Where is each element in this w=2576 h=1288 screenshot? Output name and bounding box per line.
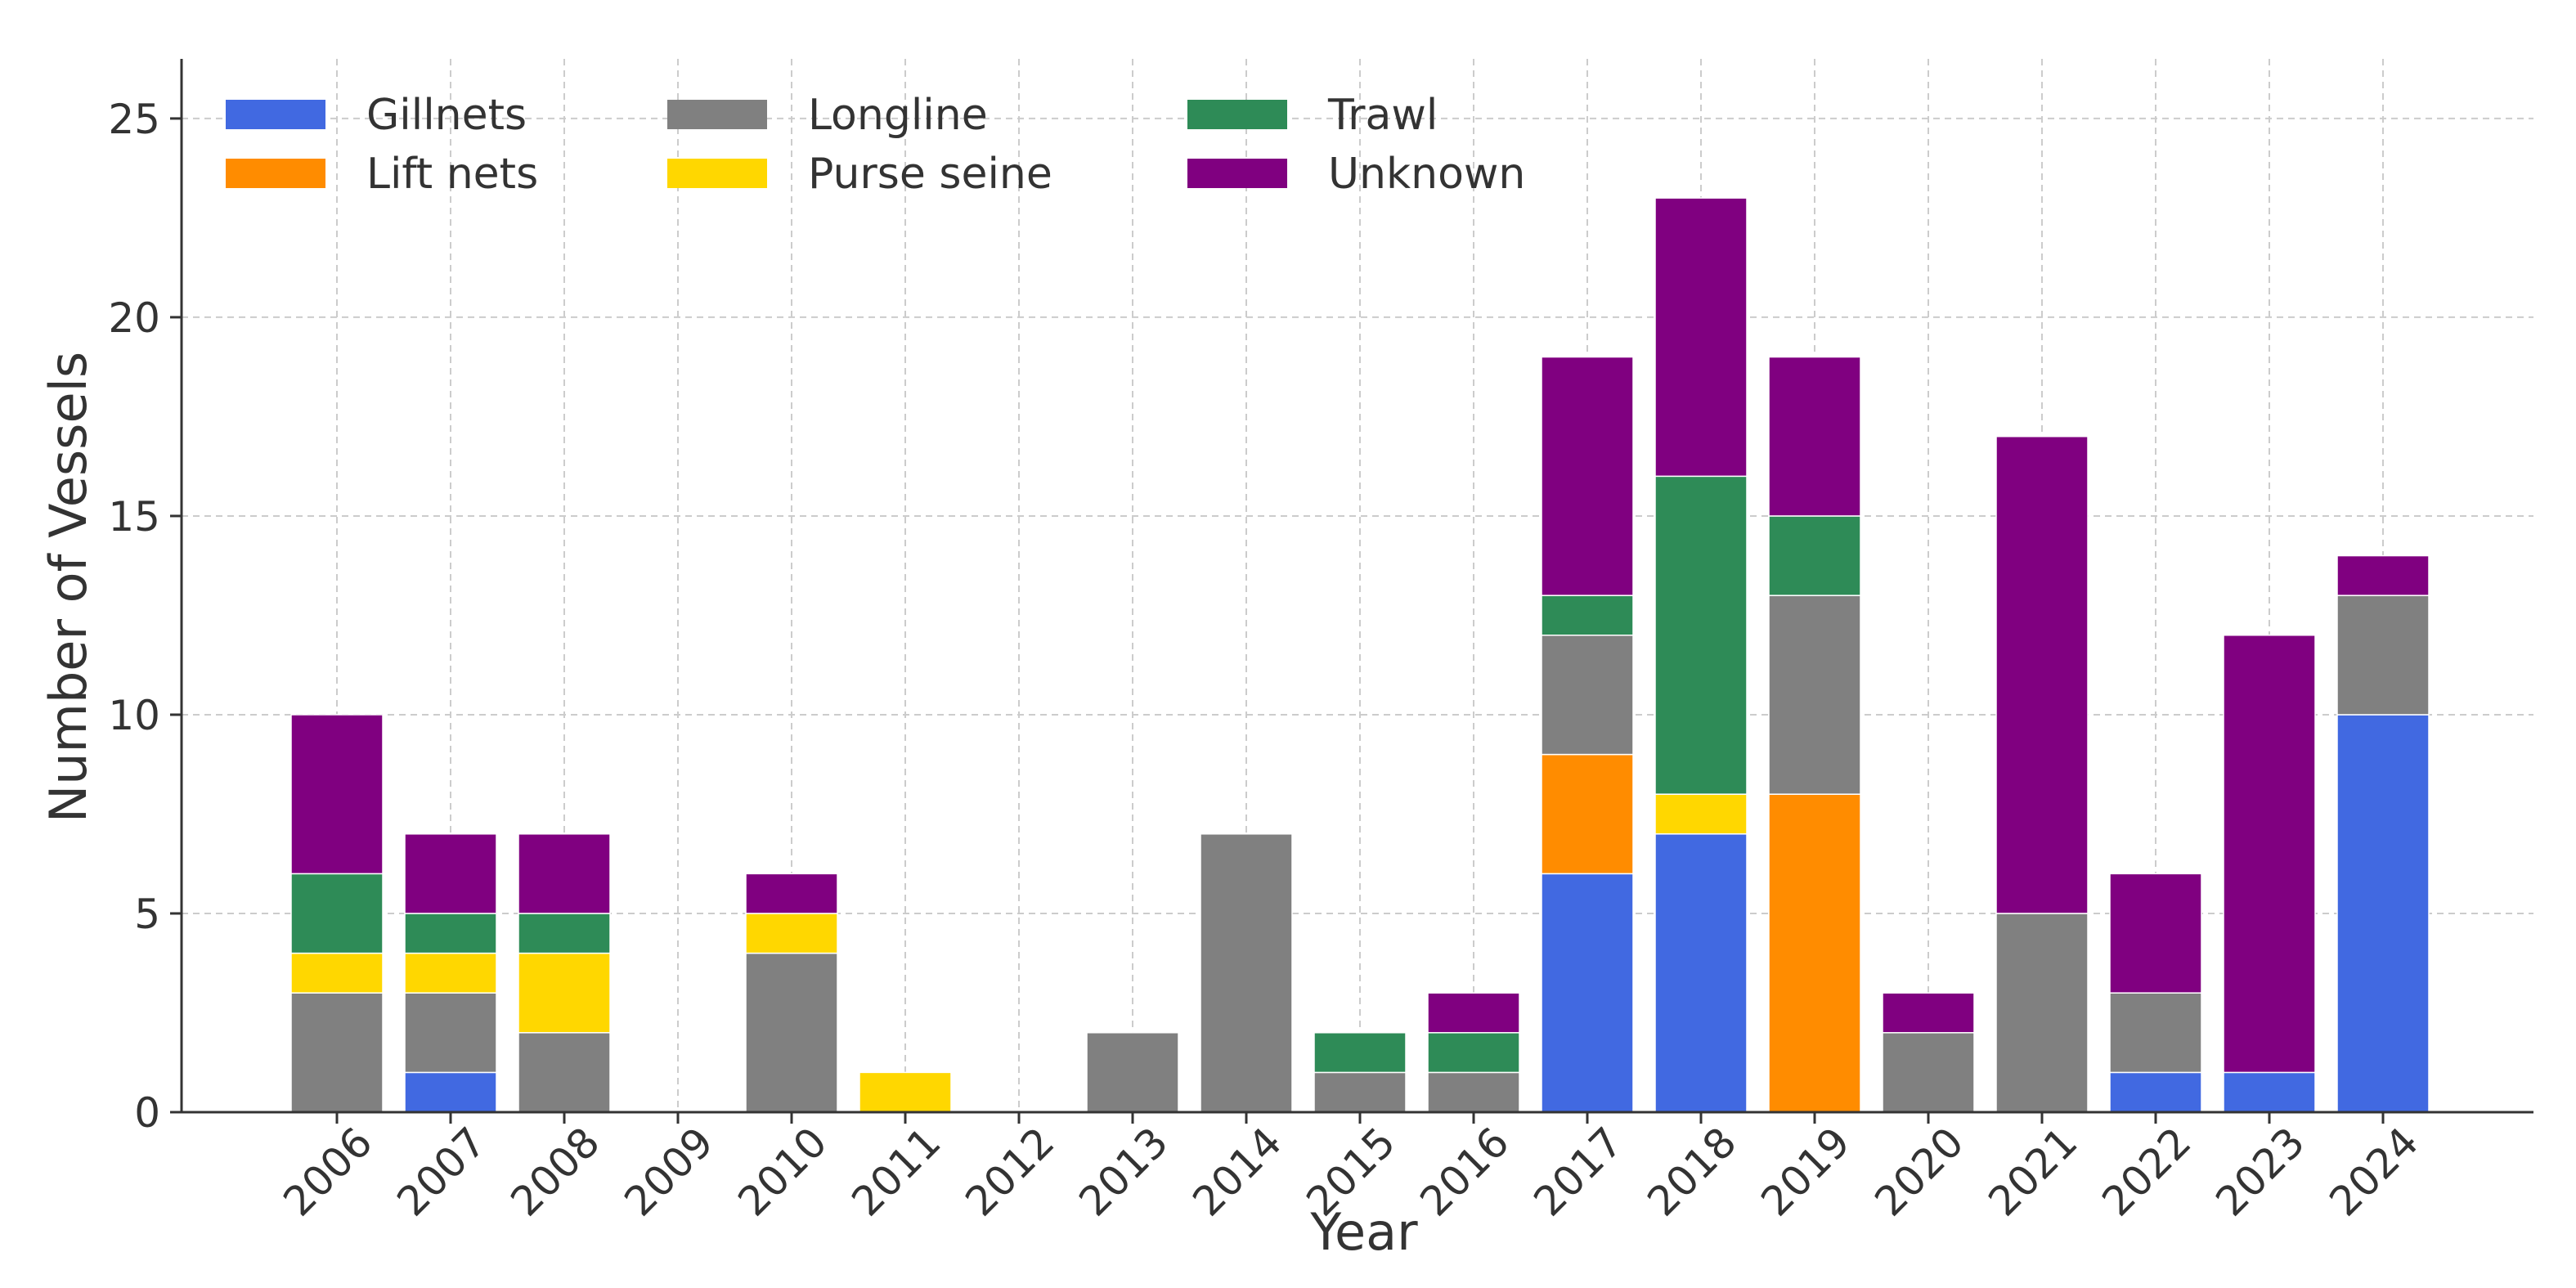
bar-longline-2024: Longline 2024: 3 bbox=[2336, 595, 2430, 716]
bar-unknown-2021: Unknown 2021: 12 bbox=[1995, 435, 2089, 914]
bar-trawl-2017: Trawl 2017: 1 bbox=[1541, 595, 1634, 636]
legend-swatch bbox=[226, 100, 325, 129]
bar-purse-seine-2008: Purse seine 2008: 2 bbox=[518, 952, 611, 1034]
bar-purse-seine-2011: Purse seine 2011: 1 bbox=[859, 1071, 952, 1113]
legend-label: Unknown bbox=[1328, 150, 1525, 199]
bar-trawl-2018: Trawl 2018: 8 bbox=[1654, 475, 1748, 795]
bar-lift-nets-2017: Lift nets 2017: 3 bbox=[1541, 753, 1634, 875]
bar-longline-2007: Longline 2007: 2 bbox=[404, 992, 497, 1074]
bar-purse-seine-2010: Purse seine 2010: 1 bbox=[745, 913, 838, 954]
bar-trawl-2008: Trawl 2008: 1 bbox=[518, 913, 611, 954]
bar-gillnets-2007: Gillnets 2007: 1 bbox=[404, 1071, 497, 1113]
bar-trawl-2019: Trawl 2019: 2 bbox=[1768, 515, 1861, 596]
y-tick-label: 15 bbox=[108, 493, 160, 541]
y-axis-label: Number of Vessels bbox=[38, 352, 98, 823]
bar-gillnets-2023: Gillnets 2023: 1 bbox=[2223, 1071, 2316, 1113]
bar-trawl-2007: Trawl 2007: 1 bbox=[404, 913, 497, 954]
bar-purse-seine-2006: Purse seine 2006: 1 bbox=[290, 952, 384, 994]
bar-unknown-2018: Unknown 2018: 7 bbox=[1654, 197, 1748, 478]
bar-trawl-2015: Trawl 2015: 1 bbox=[1313, 1032, 1407, 1074]
legend-swatch bbox=[667, 100, 767, 129]
bar-longline-2010: Longline 2010: 4 bbox=[745, 952, 838, 1113]
bar-unknown-2024: Unknown 2024: 1 bbox=[2336, 554, 2430, 596]
bar-longline-2021: Longline 2021: 5 bbox=[1995, 913, 2089, 1113]
bar-unknown-2016: Unknown 2016: 1 bbox=[1427, 992, 1520, 1034]
y-tick-label: 10 bbox=[108, 692, 160, 739]
bar-gillnets-2017: Gillnets 2017: 6 bbox=[1541, 873, 1634, 1113]
bar-purse-seine-2018: Purse seine 2018: 1 bbox=[1654, 793, 1748, 835]
bar-unknown-2008: Unknown 2008: 2 bbox=[518, 833, 611, 914]
bar-gillnets-2018: Gillnets 2018: 7 bbox=[1654, 833, 1748, 1113]
bar-lift-nets-2019: Lift nets 2019: 8 bbox=[1768, 793, 1861, 1113]
bar-longline-2008: Longline 2008: 2 bbox=[518, 1032, 611, 1113]
bar-longline-2014: Longline 2014: 7 bbox=[1200, 833, 1293, 1113]
bar-longline-2016: Longline 2016: 1 bbox=[1427, 1071, 1520, 1113]
legend-swatch bbox=[1187, 159, 1287, 188]
bar-longline-2015: Longline 2015: 1 bbox=[1313, 1071, 1407, 1113]
legend-label: Trawl bbox=[1327, 91, 1438, 140]
legend-swatch bbox=[667, 159, 767, 188]
bar-trawl-2006: Trawl 2006: 2 bbox=[290, 873, 384, 954]
bar-unknown-2006: Unknown 2006: 4 bbox=[290, 714, 384, 875]
x-axis-label: Year bbox=[1309, 1202, 1418, 1262]
bar-longline-2022: Longline 2022: 2 bbox=[2109, 992, 2202, 1074]
legend-swatch bbox=[226, 159, 325, 188]
bar-unknown-2020: Unknown 2020: 1 bbox=[1882, 992, 1975, 1034]
bar-longline-2006: Longline 2006: 3 bbox=[290, 992, 384, 1113]
bar-unknown-2023: Unknown 2023: 11 bbox=[2223, 635, 2316, 1074]
legend-item-longline: Longline bbox=[667, 91, 988, 140]
bar-longline-2019: Longline 2019: 5 bbox=[1768, 595, 1861, 795]
bar-unknown-2022: Unknown 2022: 3 bbox=[2109, 873, 2202, 994]
legend-swatch bbox=[1187, 100, 1287, 129]
legend-item-purse-seine: Purse seine bbox=[667, 150, 1052, 199]
legend-label: Lift nets bbox=[366, 150, 538, 199]
bar-longline-2013: Longline 2013: 2 bbox=[1086, 1032, 1179, 1113]
bar-purse-seine-2007: Purse seine 2007: 1 bbox=[404, 952, 497, 994]
bar-unknown-2007: Unknown 2007: 2 bbox=[404, 833, 497, 914]
bar-gillnets-2024: Gillnets 2024: 10 bbox=[2336, 714, 2430, 1113]
legend-label: Gillnets bbox=[366, 91, 527, 140]
bar-trawl-2016: Trawl 2016: 1 bbox=[1427, 1032, 1520, 1074]
legend-item-unknown: Unknown bbox=[1187, 150, 1525, 199]
bar-longline-2020: Longline 2020: 2 bbox=[1882, 1032, 1975, 1113]
y-tick-label: 5 bbox=[134, 891, 160, 938]
bar-unknown-2010: Unknown 2010: 1 bbox=[745, 873, 838, 914]
legend-label: Purse seine bbox=[808, 150, 1052, 199]
y-tick-label: 25 bbox=[108, 96, 160, 143]
bar-gillnets-2022: Gillnets 2022: 1 bbox=[2109, 1071, 2202, 1113]
legend-item-lift-nets: Lift nets bbox=[226, 150, 538, 199]
legend-item-trawl: Trawl bbox=[1187, 91, 1438, 140]
bar-unknown-2017: Unknown 2017: 6 bbox=[1541, 356, 1634, 596]
bar-unknown-2019: Unknown 2019: 4 bbox=[1768, 356, 1861, 517]
legend-label: Longline bbox=[808, 91, 988, 140]
y-tick-label: 0 bbox=[134, 1089, 160, 1137]
bar-longline-2017: Longline 2017: 3 bbox=[1541, 635, 1634, 756]
y-tick-label: 20 bbox=[108, 294, 160, 342]
legend-item-gillnets: Gillnets bbox=[226, 91, 527, 140]
